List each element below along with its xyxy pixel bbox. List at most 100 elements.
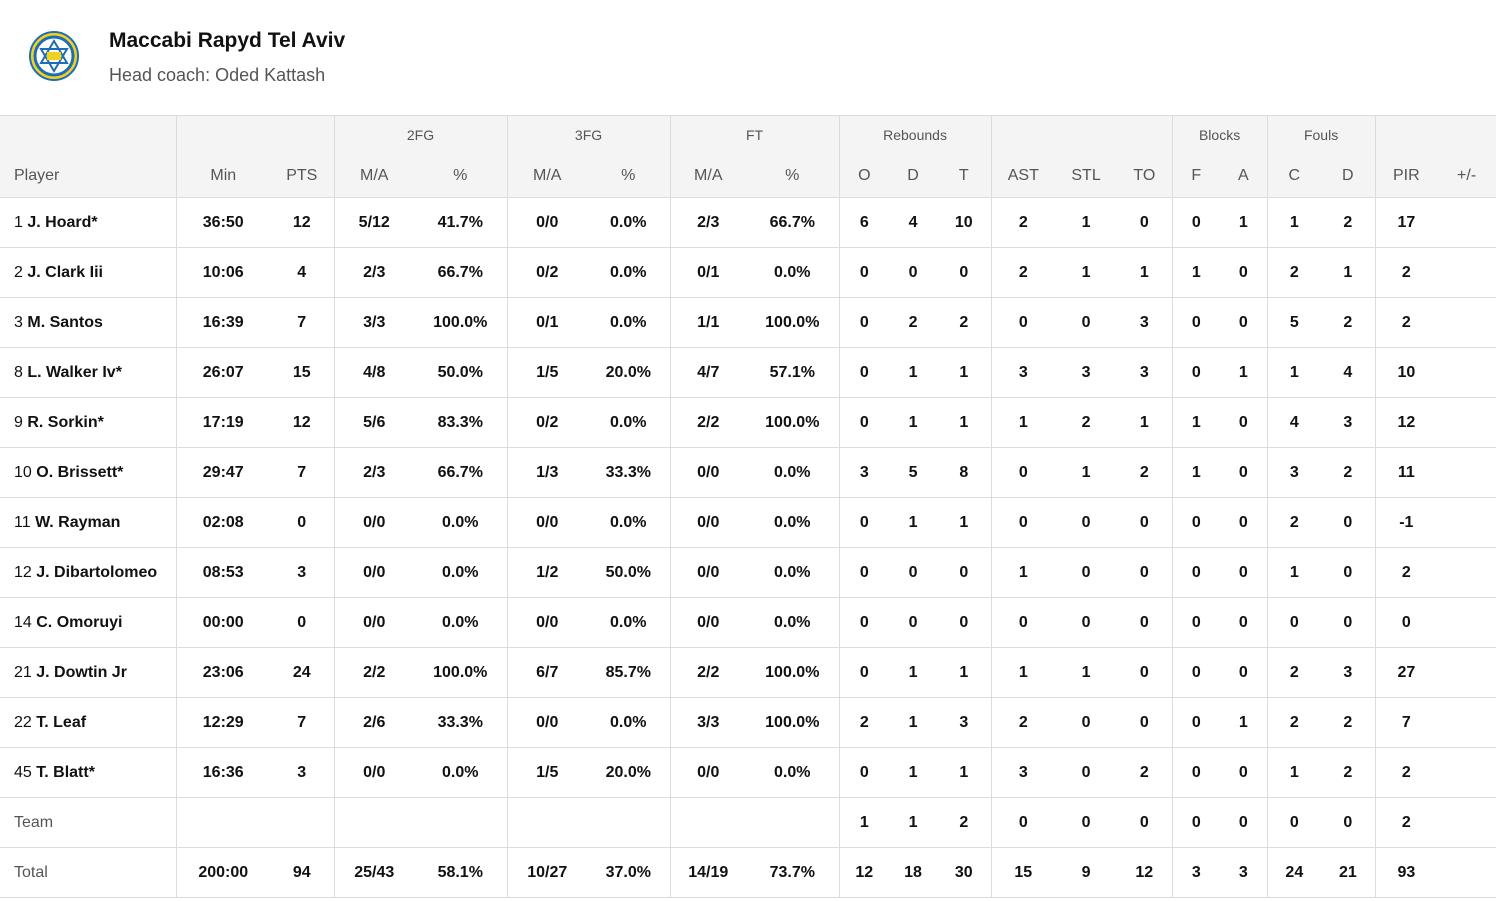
column-header-2fg-ma[interactable]: M/A (333, 154, 414, 198)
column-header-ft-ma[interactable]: M/A (669, 154, 747, 198)
player-name[interactable]: O. Brissett* (36, 463, 124, 481)
column-header-min[interactable]: Min (175, 154, 270, 198)
stat-pts: 15 (270, 347, 334, 398)
player-cell[interactable]: 22 T. Leaf (0, 697, 176, 748)
stat-ft-pct: 57.1% (746, 347, 840, 398)
stat-reb-o: 6 (838, 197, 890, 248)
stat-blk-f: 0 (1171, 747, 1221, 798)
stat-min: 200:00 (175, 847, 270, 898)
column-header-2fg-pct[interactable]: % (414, 154, 508, 198)
stat-blk-a: 1 (1220, 197, 1268, 248)
player-row[interactable]: 14 C. Omoruyi 00:00 0 0/0 0.0% 0/0 0.0% 0/0 0.0%… (0, 597, 1496, 648)
player-cell[interactable]: 14 C. Omoruyi (0, 597, 176, 648)
player-cell[interactable]: 11 W. Rayman (0, 497, 176, 548)
column-header-ft-pct[interactable]: % (746, 154, 840, 198)
player-number: 2 (14, 263, 23, 281)
stat-stl: 0 (1055, 697, 1118, 748)
player-row[interactable]: 22 T. Leaf 12:29 7 2/6 33.3% 0/0 0.0% 3/3 100.0%… (0, 697, 1496, 748)
player-name[interactable]: C. Omoruyi (36, 613, 123, 631)
stat-3fg-pct: 50.0% (587, 547, 671, 598)
column-header-blk-a[interactable]: A (1220, 154, 1268, 198)
column-header-foul-d[interactable]: D (1321, 154, 1376, 198)
stat-pir: 2 (1374, 247, 1438, 298)
stat-3fg-ma: 1/5 (506, 347, 588, 398)
stat-ft-ma: 0/0 (669, 447, 747, 498)
player-cell[interactable]: 9 R. Sorkin* (0, 397, 176, 448)
column-header-stl[interactable]: STL (1055, 154, 1118, 198)
column-header-ast[interactable]: AST (990, 154, 1056, 198)
player-name[interactable]: T. Blatt* (36, 763, 95, 781)
stat-plus-minus (1437, 297, 1496, 348)
stat-reb-t: 8 (937, 447, 992, 498)
player-row[interactable]: 12 J. Dibartolomeo 08:53 3 0/0 0.0% 1/2 50.0% 0… (0, 547, 1496, 598)
player-cell[interactable]: 21 J. Dowtin Jr (0, 647, 176, 698)
column-header-pir[interactable]: PIR (1374, 154, 1438, 198)
player-row[interactable]: 2 J. Clark Iii 10:06 4 2/3 66.7% 0/2 0.0% 0/1 0.… (0, 247, 1496, 298)
stat-min: 12:29 (175, 697, 270, 748)
stat-to: 0 (1117, 497, 1173, 548)
stat-reb-o: 0 (838, 297, 890, 348)
column-header-3fg-ma[interactable]: M/A (506, 154, 588, 198)
stat-2fg-ma: 2/3 (333, 247, 414, 298)
stat-stl: 3 (1055, 347, 1118, 398)
column-header-reb-o[interactable]: O (838, 154, 890, 198)
player-row[interactable]: 9 R. Sorkin* 17:19 12 5/6 83.3% 0/2 0.0% 2/2 100… (0, 397, 1496, 448)
column-header-reb-t[interactable]: T (937, 154, 992, 198)
stat-to: 0 (1117, 597, 1173, 648)
column-header-foul-c[interactable]: C (1266, 154, 1322, 198)
stat-2fg-pct: 83.3% (414, 397, 508, 448)
player-row[interactable]: 8 L. Walker Iv* 26:07 15 4/8 50.0% 1/5 20.0% 4/… (0, 347, 1496, 398)
stat-stl: 1 (1055, 197, 1118, 248)
stat-2fg-pct: 66.7% (414, 447, 508, 498)
player-cell[interactable]: 2 J. Clark Iii (0, 247, 176, 298)
player-name[interactable]: J. Hoard* (27, 213, 98, 231)
stat-ft-ma: 4/7 (669, 347, 747, 398)
stat-reb-d: 1 (889, 697, 938, 748)
player-name[interactable]: J. Clark Iii (27, 263, 103, 281)
player-name[interactable]: J. Dibartolomeo (36, 563, 158, 581)
player-name[interactable]: J. Dowtin Jr (36, 663, 127, 681)
player-name[interactable]: T. Leaf (36, 713, 87, 731)
player-row[interactable]: 21 J. Dowtin Jr 23:06 24 2/2 100.0% 6/7 85.7% 2… (0, 647, 1496, 698)
stat-reb-o: 0 (838, 497, 890, 548)
stat-blk-f: 0 (1171, 697, 1221, 748)
player-cell[interactable]: 3 M. Santos (0, 297, 176, 348)
stat-pts: 12 (270, 197, 334, 248)
stat-min: 00:00 (175, 597, 270, 648)
column-header-3fg-pct[interactable]: % (587, 154, 671, 198)
column-header-pts[interactable]: PTS (270, 154, 334, 198)
stat-foul-d: 0 (1321, 597, 1376, 648)
stat-reb-t: 0 (937, 597, 992, 648)
stat-ast: 3 (990, 747, 1056, 798)
player-cell[interactable]: 8 L. Walker Iv* (0, 347, 176, 398)
column-header-player[interactable]: Player (0, 154, 176, 198)
player-name[interactable]: M. Santos (27, 313, 103, 331)
column-header-to[interactable]: TO (1117, 154, 1173, 198)
team-logo-icon (29, 31, 79, 81)
column-header-reb-d[interactable]: D (889, 154, 938, 198)
column-header-blk-f[interactable]: F (1171, 154, 1221, 198)
player-row[interactable]: 3 M. Santos 16:39 7 3/3 100.0% 0/1 0.0% 1/1 100.… (0, 297, 1496, 348)
player-row[interactable]: 1 J. Hoard* 36:50 12 5/12 41.7% 0/0 0.0% 2/3 66.… (0, 197, 1496, 248)
stat-2fg-ma: 0/0 (333, 497, 414, 548)
player-name[interactable]: L. Walker Iv* (27, 363, 122, 381)
stat-2fg-ma: 2/6 (333, 697, 414, 748)
column-header-plus-minus[interactable]: +/- (1437, 154, 1496, 198)
player-name[interactable]: R. Sorkin* (27, 413, 104, 431)
player-cell[interactable]: 12 J. Dibartolomeo (0, 547, 176, 598)
player-name[interactable]: W. Rayman (35, 513, 121, 531)
stat-2fg-ma: 2/2 (333, 647, 414, 698)
stat-blk-a: 0 (1220, 547, 1268, 598)
stat-2fg-pct: 66.7% (414, 247, 508, 298)
stat-ft-ma: 0/1 (669, 247, 747, 298)
player-cell[interactable]: 10 O. Brissett* (0, 447, 176, 498)
player-row[interactable]: 11 W. Rayman 02:08 0 0/0 0.0% 0/0 0.0% 0/0 0.0% 0… (0, 497, 1496, 548)
stat-blk-f: 0 (1171, 297, 1221, 348)
player-cell[interactable]: 1 J. Hoard* (0, 197, 176, 248)
stat-pir: 2 (1374, 747, 1438, 798)
player-cell[interactable]: 45 T. Blatt* (0, 747, 176, 798)
stat-plus-minus (1437, 697, 1496, 748)
player-row[interactable]: 10 O. Brissett* 29:47 7 2/3 66.7% 1/3 33.3% 0/0… (0, 447, 1496, 498)
stat-3fg-ma (506, 797, 588, 848)
player-row[interactable]: 45 T. Blatt* 16:36 3 0/0 0.0% 1/5 20.0% 0/0 0.0%… (0, 747, 1496, 798)
